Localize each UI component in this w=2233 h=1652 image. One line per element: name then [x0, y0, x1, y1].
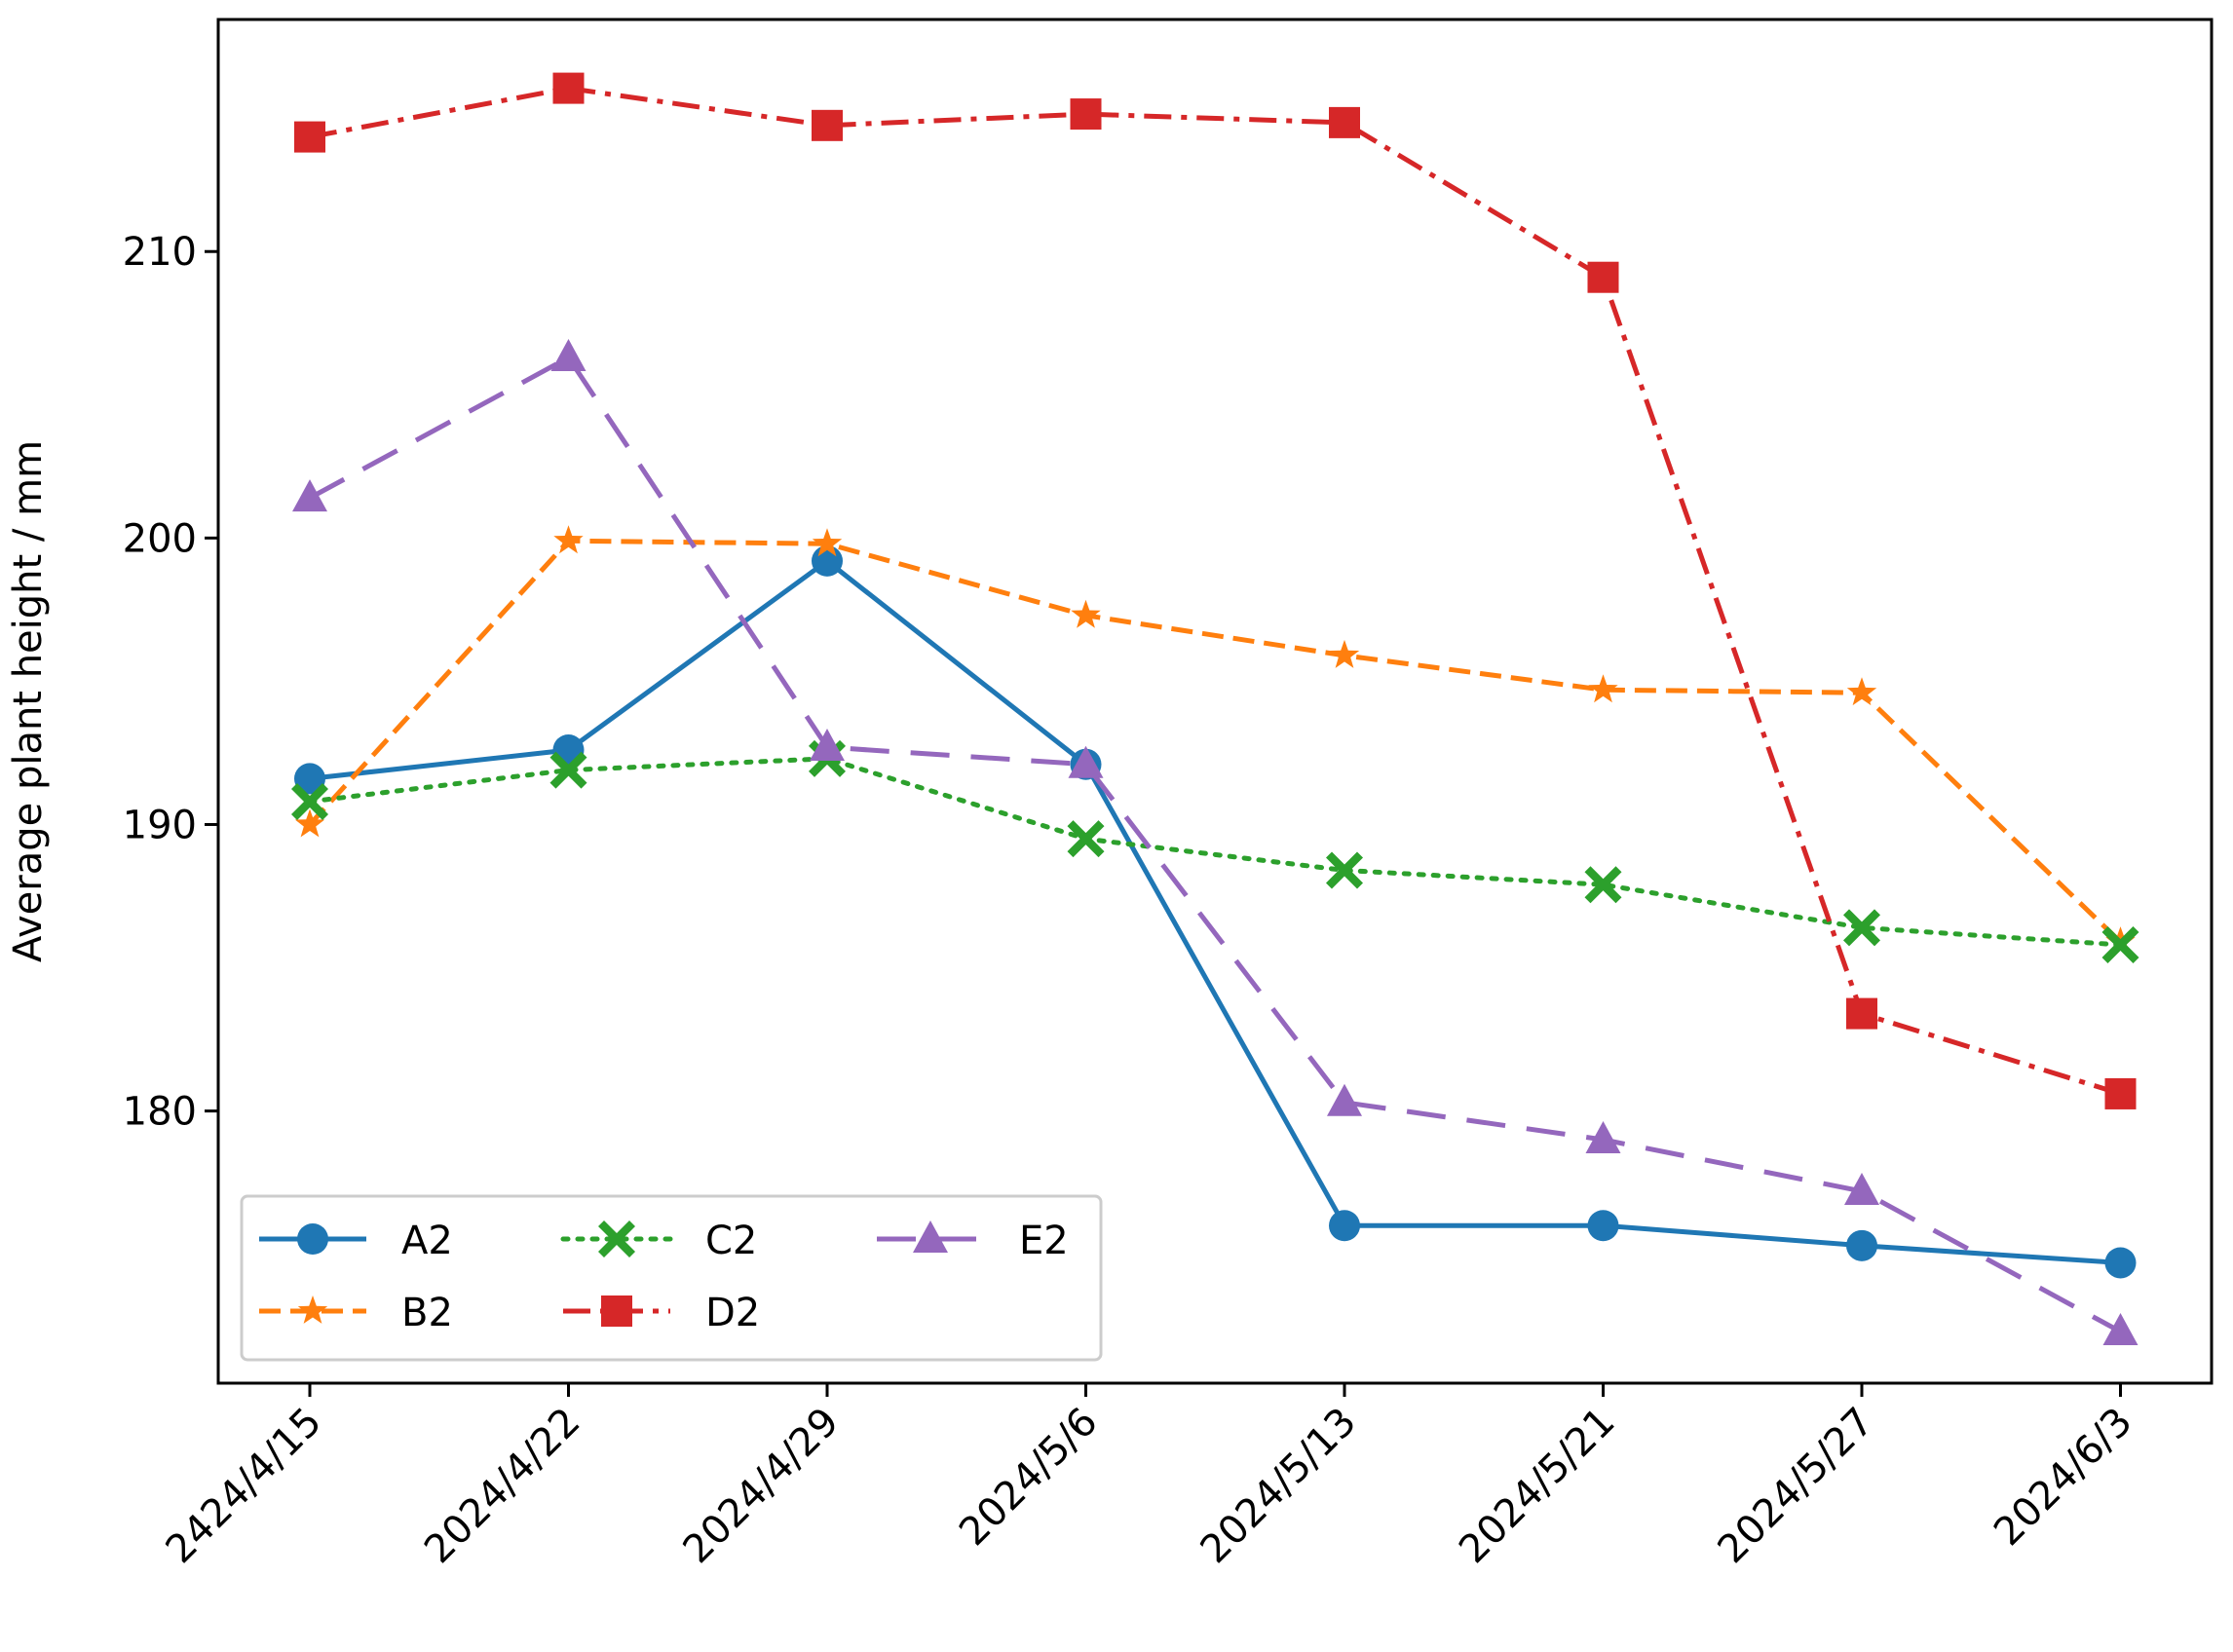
series-line-e2 [308, 355, 2122, 1334]
y-axis-label: Average plant height / mm [6, 440, 51, 962]
legend-box [240, 1194, 1103, 1362]
data-point-e2 [2102, 1313, 2138, 1346]
legend-marker [598, 1220, 635, 1258]
legend-marker [913, 1220, 948, 1253]
data-point-a2 [1587, 1210, 1619, 1242]
y-tick-label: 190 [123, 803, 197, 847]
series-layer [291, 72, 2139, 1346]
data-point-e2 [550, 339, 587, 372]
data-point-b2 [553, 525, 584, 554]
series-line-d2 [309, 86, 2122, 1097]
legend-item-a2: A2 [259, 1219, 453, 1263]
x-tick-label: 2024/5/21 [1451, 1400, 1624, 1573]
legend-label: C2 [705, 1219, 757, 1263]
data-point-b2 [294, 808, 325, 838]
data-point-c2 [1584, 866, 1622, 904]
data-point-e2 [810, 729, 845, 762]
data-point-d2 [2104, 1077, 2137, 1109]
data-point-a2 [1846, 1229, 1877, 1261]
series-d2 [294, 72, 2137, 1109]
series-c2 [291, 739, 2139, 963]
data-point-b2 [1329, 639, 1360, 668]
legend-marker [601, 1295, 632, 1327]
data-point-b2 [1846, 677, 1877, 706]
data-point-d2 [1070, 98, 1102, 131]
y-tick-label: 210 [123, 230, 197, 275]
series-line-a2 [309, 558, 2121, 1265]
legend: A2 B2 C2 D2 E2 [240, 1194, 1103, 1362]
data-point-c2 [1067, 820, 1105, 858]
x-tick-label: 2024/4/22 [416, 1400, 589, 1573]
data-point-e2 [1844, 1172, 1879, 1205]
axes-layer: 180 190 200 210 2424/4/15 2024/4/22 2024/4/29 2… [123, 230, 2141, 1572]
legend-label: D2 [705, 1291, 760, 1335]
legend-item-e2: E2 [877, 1219, 1069, 1263]
data-point-d2 [1846, 997, 1877, 1030]
legend-item-b2: B2 [259, 1291, 453, 1335]
data-point-e2 [1327, 1083, 1362, 1116]
data-point-a2 [1329, 1210, 1360, 1242]
data-point-d2 [1329, 106, 1360, 138]
legend-label: E2 [1019, 1219, 1069, 1263]
x-tick-label: 2024/5/27 [1710, 1400, 1883, 1573]
data-point-c2 [2101, 926, 2139, 963]
legend-item-d2: D2 [563, 1291, 760, 1335]
data-point-d2 [552, 72, 585, 104]
y-tick-label: 180 [123, 1090, 197, 1135]
data-point-e2 [1068, 745, 1104, 778]
x-tick-label: 2024/5/6 [951, 1400, 1107, 1556]
data-point-c2 [549, 751, 587, 789]
x-tick-label: 2424/4/15 [158, 1400, 331, 1573]
x-tick-label: 2024/6/3 [1986, 1400, 2141, 1556]
plot-frame [216, 18, 2214, 1385]
series-line-b2 [308, 538, 2123, 944]
data-point-a2 [294, 763, 325, 795]
data-point-d2 [294, 121, 325, 153]
data-point-b2 [1071, 599, 1101, 628]
series-line-c2 [307, 756, 2123, 948]
legend-label: B2 [401, 1291, 453, 1335]
y-tick-label: 200 [123, 516, 197, 561]
series-e2 [292, 339, 2138, 1346]
x-tick-label: 2024/4/29 [675, 1400, 849, 1573]
data-point-c2 [1326, 851, 1363, 889]
data-point-a2 [2104, 1247, 2137, 1279]
data-point-b2 [1588, 674, 1618, 703]
data-point-d2 [1587, 261, 1619, 293]
legend-marker [297, 1295, 328, 1324]
data-point-b2 [812, 528, 843, 557]
data-point-d2 [812, 109, 843, 141]
data-point-e2 [292, 479, 327, 512]
legend-label: A2 [401, 1219, 453, 1263]
legend-marker [297, 1223, 328, 1255]
legend-item-c2: C2 [560, 1219, 757, 1263]
series-a2 [294, 544, 2137, 1279]
data-point-c2 [1843, 909, 1880, 947]
data-point-e2 [1585, 1121, 1621, 1153]
data-point-c2 [291, 782, 328, 820]
x-tick-label: 2024/5/13 [1192, 1400, 1366, 1573]
